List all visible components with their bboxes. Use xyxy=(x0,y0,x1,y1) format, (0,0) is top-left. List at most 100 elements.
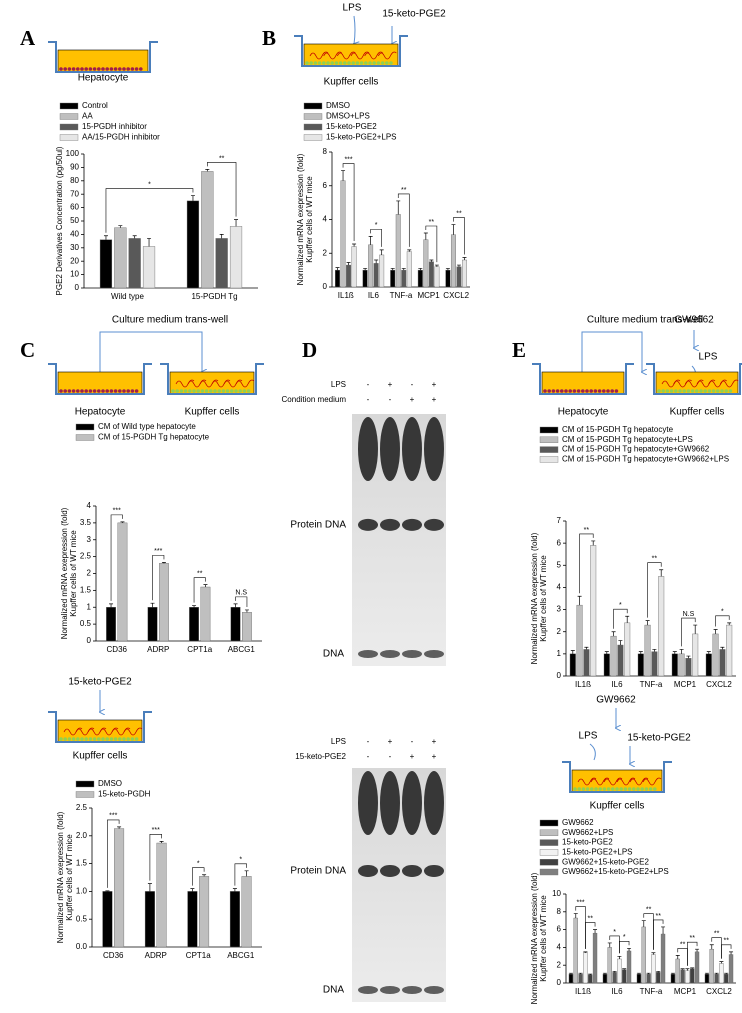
well-wall xyxy=(160,363,264,395)
cell xyxy=(67,389,72,393)
significance-label: ** xyxy=(655,913,661,920)
cell xyxy=(67,737,72,741)
error-bar xyxy=(588,973,593,975)
bar xyxy=(462,259,467,288)
error-bar xyxy=(602,972,607,975)
cell xyxy=(126,67,130,71)
bar xyxy=(617,958,622,984)
gel-smear xyxy=(402,417,422,481)
macrophage xyxy=(175,379,195,388)
error-bar xyxy=(622,968,627,970)
cell xyxy=(113,389,118,393)
error-bar xyxy=(651,952,656,955)
gel-band xyxy=(424,650,444,658)
cell xyxy=(573,787,577,791)
cell xyxy=(611,787,615,791)
cell xyxy=(678,389,682,393)
macrophage xyxy=(377,51,397,60)
bar xyxy=(569,653,576,677)
bar xyxy=(362,269,368,288)
significance-bracket xyxy=(370,229,382,247)
error-bar xyxy=(190,888,195,892)
bar xyxy=(199,876,210,948)
macrophage xyxy=(642,777,662,786)
error-bar xyxy=(219,234,224,239)
significance-label: ** xyxy=(680,941,686,948)
bar xyxy=(622,969,627,984)
bar xyxy=(590,545,597,677)
error-bar xyxy=(724,972,729,975)
macrophage xyxy=(99,727,119,736)
error-bar xyxy=(679,649,684,654)
cell xyxy=(728,389,733,393)
cell xyxy=(703,389,707,393)
y-tick-label: 4 xyxy=(557,583,562,592)
bar xyxy=(641,926,646,984)
bar xyxy=(390,269,396,288)
gel-sign: + xyxy=(388,737,393,746)
legend-label: CM of 15-PGDH Tg hepatocyte+LPS xyxy=(562,435,693,444)
cell xyxy=(92,67,97,71)
error-bar xyxy=(675,955,680,959)
cell xyxy=(347,61,351,65)
x-tick-label: 15-PGDH Tg xyxy=(191,292,237,301)
cell xyxy=(644,787,649,791)
cell xyxy=(690,389,695,393)
x-tick-label: IL6 xyxy=(611,987,623,996)
macrophage xyxy=(364,51,383,60)
legend-label: CM of 15-PGDH Tg hepatocyte xyxy=(562,425,674,434)
cell xyxy=(623,787,628,791)
x-tick-label: ADRP xyxy=(147,645,169,654)
bar xyxy=(241,876,252,948)
bar xyxy=(401,269,407,288)
legend-label: DMSO xyxy=(326,101,350,110)
cell xyxy=(63,389,67,393)
error-bar xyxy=(132,235,137,239)
gel-sign: + xyxy=(432,380,437,389)
error-bar xyxy=(401,268,406,271)
bar xyxy=(576,604,583,677)
legend-label: 15-keto-PGE2+LPS xyxy=(562,848,632,857)
bar xyxy=(128,238,141,289)
gel-band xyxy=(424,986,444,994)
macrophage xyxy=(350,51,370,60)
macrophage xyxy=(336,51,356,60)
cell xyxy=(130,737,135,741)
cell xyxy=(101,389,105,393)
bar xyxy=(142,246,156,289)
y-axis-label: Kupffer cells of WT mice xyxy=(65,834,74,921)
error-bar xyxy=(150,602,155,608)
cell xyxy=(547,389,551,393)
legend-label: DMSO+LPS xyxy=(326,112,370,121)
cell xyxy=(122,737,126,741)
cell xyxy=(322,61,326,65)
bar xyxy=(626,950,632,984)
cell xyxy=(204,389,209,393)
significance-bracket xyxy=(342,163,355,241)
error-bar xyxy=(335,267,340,271)
significance-bracket xyxy=(721,944,732,959)
cell xyxy=(105,737,109,741)
diagram-label: LPS xyxy=(579,731,598,742)
significance-bracket xyxy=(234,863,247,886)
x-tick-label: MCP1 xyxy=(417,291,440,300)
cell xyxy=(351,61,356,65)
panel-letter: A xyxy=(20,26,36,50)
y-tick-label: 4 xyxy=(87,501,92,510)
error-bar xyxy=(713,629,718,634)
bar xyxy=(456,266,462,288)
y-tick-label: 0.5 xyxy=(76,914,88,923)
x-tick-label: CPT1a xyxy=(186,951,211,960)
y-tick-label: 2.0 xyxy=(76,831,88,840)
bar xyxy=(670,973,676,984)
y-tick-label: 3 xyxy=(557,605,562,614)
diagram-label: Culture medium trans-well xyxy=(587,315,703,326)
significance-bracket xyxy=(397,193,410,247)
legend-swatch xyxy=(539,859,559,866)
cell xyxy=(118,67,122,71)
cell xyxy=(84,67,88,71)
bar xyxy=(200,586,211,642)
significance-bracket xyxy=(110,514,123,601)
error-bar xyxy=(611,631,616,637)
error-bar xyxy=(604,651,609,654)
